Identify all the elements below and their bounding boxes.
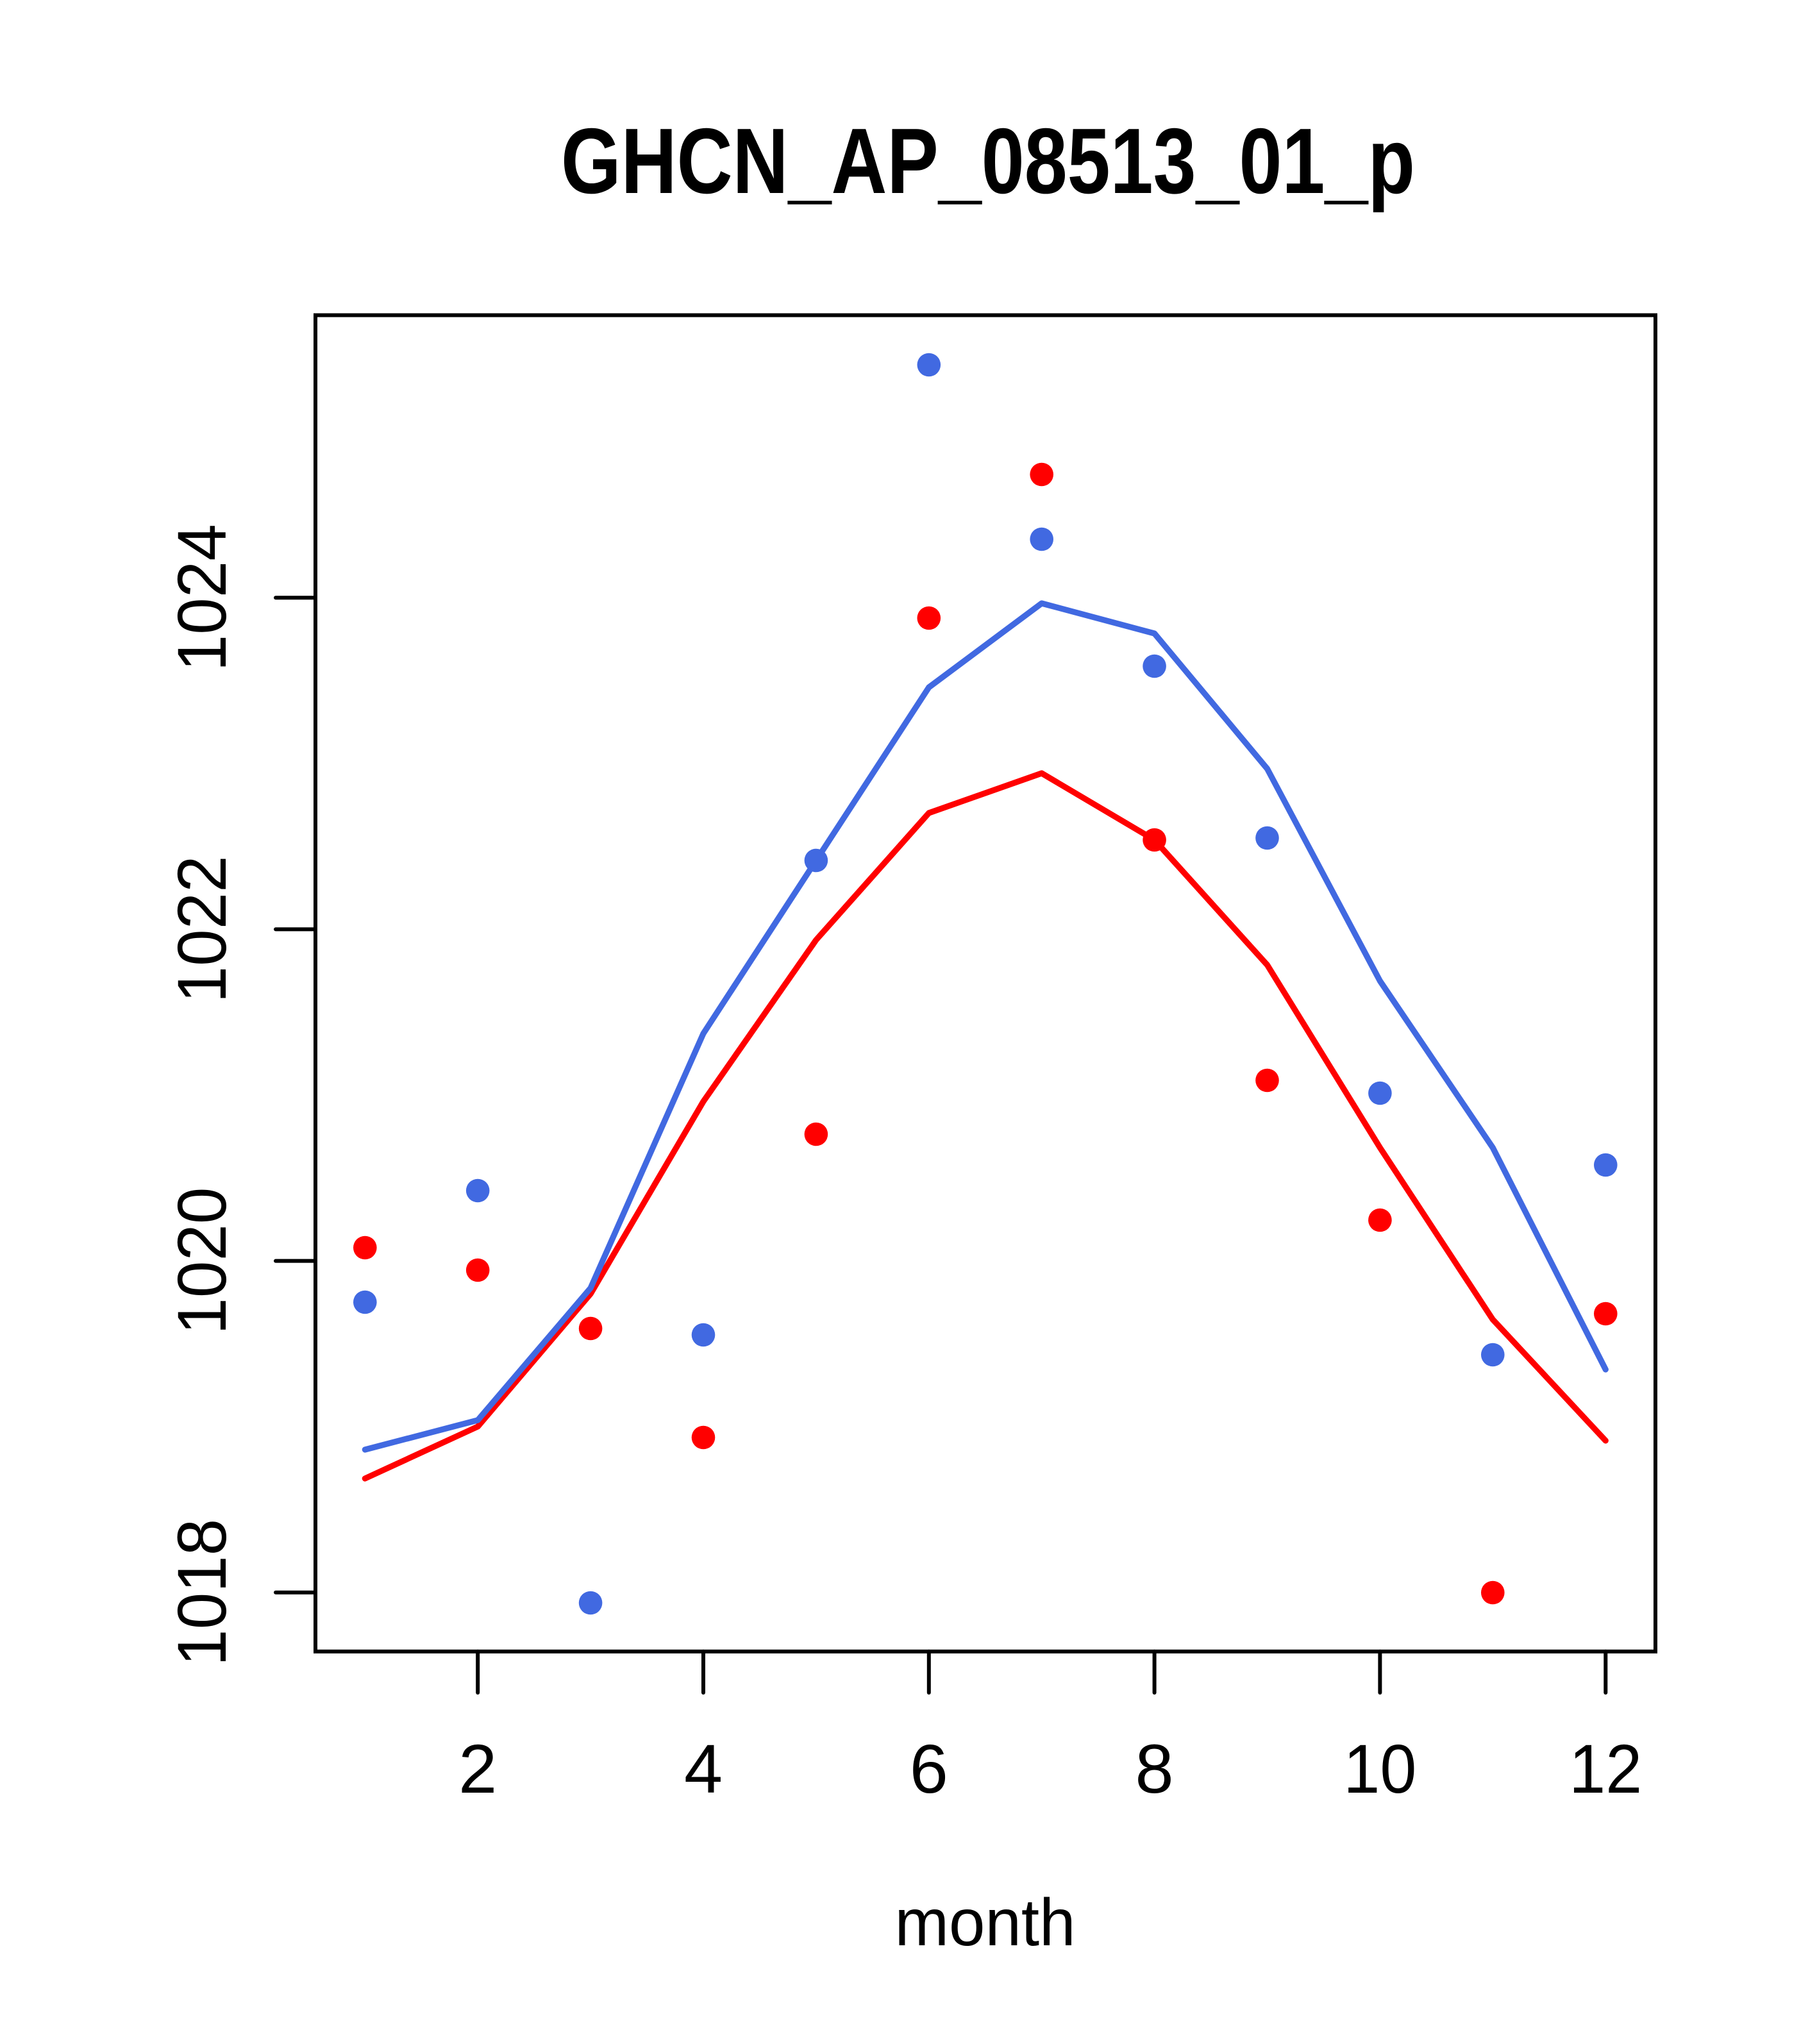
svg-text:10: 10 (1343, 1730, 1416, 1807)
svg-text:6: 6 (910, 1730, 948, 1807)
svg-text:1024: 1024 (163, 524, 240, 671)
svg-text:GHCN_AP_08513_01_p: GHCN_AP_08513_01_p (561, 109, 1415, 213)
svg-text:12: 12 (1569, 1730, 1642, 1807)
svg-text:4: 4 (684, 1730, 723, 1807)
svg-text:1020: 1020 (163, 1187, 240, 1335)
svg-text:1018: 1018 (163, 1519, 240, 1666)
svg-text:1022: 1022 (163, 855, 240, 1003)
svg-text:2: 2 (458, 1730, 497, 1807)
svg-text:month: month (895, 1886, 1076, 1960)
svg-text:8: 8 (1135, 1730, 1174, 1807)
